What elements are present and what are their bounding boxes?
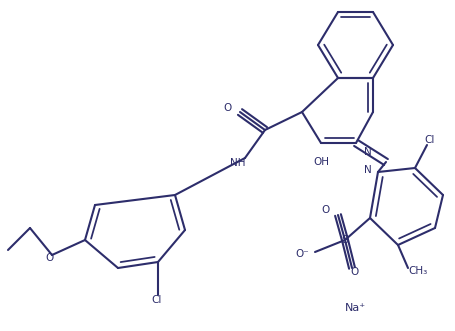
- Text: O⁻: O⁻: [294, 249, 308, 259]
- Text: Cl: Cl: [424, 135, 434, 145]
- Text: S: S: [341, 235, 348, 245]
- Text: Na⁺: Na⁺: [344, 303, 365, 313]
- Text: N: N: [364, 165, 371, 175]
- Text: CH₃: CH₃: [408, 266, 427, 276]
- Text: Cl: Cl: [152, 295, 162, 305]
- Text: N: N: [364, 147, 371, 157]
- Text: O: O: [321, 205, 329, 215]
- Text: O: O: [46, 253, 54, 263]
- Text: OH: OH: [312, 157, 328, 167]
- Text: NH: NH: [230, 158, 245, 168]
- Text: O: O: [223, 103, 232, 113]
- Text: O: O: [350, 267, 359, 277]
